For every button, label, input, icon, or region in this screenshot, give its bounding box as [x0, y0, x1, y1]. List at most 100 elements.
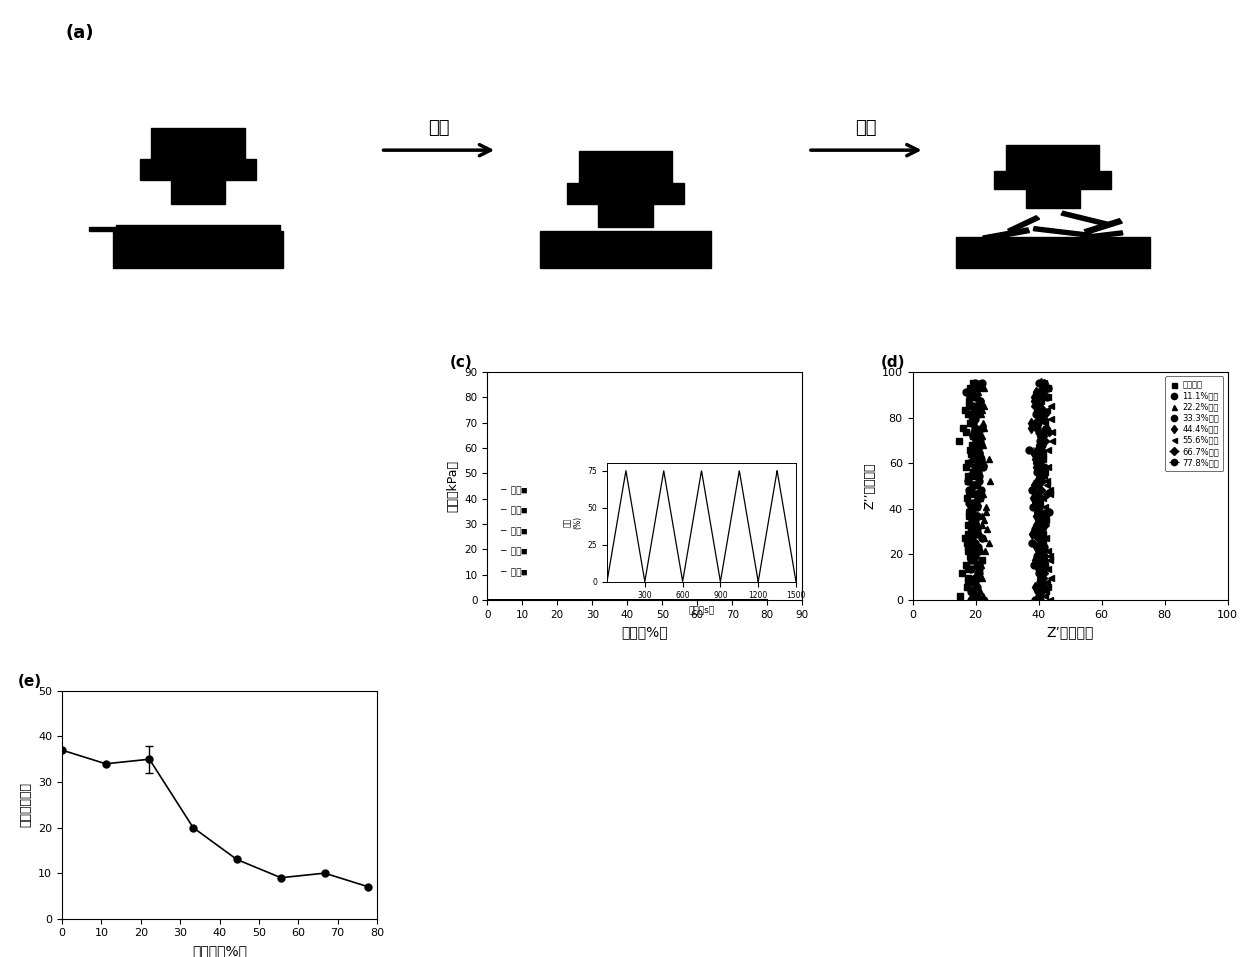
初始状态 [966, 515, 981, 526]
初始状态 [961, 519, 976, 530]
66.7%应变 [1035, 387, 1050, 398]
77.8%应变 [1030, 479, 1045, 491]
11.1%应变 [972, 475, 987, 486]
Text: (c): (c) [449, 355, 472, 369]
33.3%应变 [959, 387, 973, 398]
33.3%应变 [966, 537, 981, 548]
初始状态 [963, 484, 978, 496]
44.4%应变 [1029, 404, 1044, 415]
初始状态 [962, 444, 977, 456]
初始状态 [963, 449, 978, 460]
初始状态 [966, 431, 981, 442]
22.2%应变 [978, 594, 993, 606]
22.2%应变 [967, 542, 982, 553]
22.2%应变 [980, 523, 994, 535]
初始状态 [962, 400, 977, 412]
66.7%应变 [1033, 506, 1048, 518]
55.6%应变 [1043, 488, 1058, 500]
77.8%应变 [1033, 576, 1048, 588]
11.1%应变 [973, 439, 988, 451]
33.3%应变 [968, 519, 983, 530]
11.1%应变 [961, 484, 976, 496]
22.2%应变 [982, 475, 997, 486]
77.8%应变 [1035, 510, 1050, 522]
44.4%应变 [1029, 519, 1044, 530]
22.2%应变 [976, 488, 991, 500]
Bar [579, 151, 672, 183]
初始状态 [961, 564, 976, 575]
Bar [1025, 189, 1080, 208]
Text: (g): (g) [925, 702, 947, 716]
55.6%应变 [1039, 475, 1054, 486]
11.1%应变 [968, 453, 983, 464]
77.8%应变 [1032, 515, 1047, 526]
77.8%应变 [1033, 554, 1048, 566]
Y-axis label: 压力（kPa）: 压力（kPa） [446, 460, 459, 512]
Bar [113, 232, 284, 268]
77.8%应变 [1040, 382, 1055, 393]
22.2%应变 [970, 461, 985, 473]
55.6%应变 [1040, 545, 1055, 557]
11.1%应变 [971, 466, 986, 478]
66.7%应变 [1034, 475, 1049, 486]
22.2%应变 [978, 501, 993, 513]
77.8%应变 [1028, 528, 1043, 540]
66.7%应变 [1030, 532, 1045, 544]
Line: 初始状态: 初始状态 [956, 381, 985, 603]
66.7%应变 [1033, 453, 1048, 464]
初始状态 [962, 550, 977, 562]
22.2%应变 [977, 532, 992, 544]
22.2%应变 [977, 382, 992, 393]
66.7%应变 [1037, 519, 1052, 530]
55.6%应变 [1039, 576, 1054, 588]
33.3%应变 [963, 554, 978, 566]
66.7%应变 [1034, 523, 1049, 535]
44.4%应变 [1032, 497, 1047, 508]
66.7%应变 [1030, 444, 1045, 456]
44.4%应变 [1034, 537, 1049, 548]
初始状态 [963, 417, 978, 429]
初始状态 [960, 581, 975, 592]
33.3%应变 [967, 466, 982, 478]
Bar [89, 228, 117, 232]
11.1%应变 [967, 515, 982, 526]
55.6%应变 [1044, 413, 1059, 425]
33.3%应变 [967, 572, 982, 584]
Text: ─ 第四■: ─ 第四■ [500, 547, 527, 557]
44.4%应变 [1032, 439, 1047, 451]
22.2%应变 [970, 426, 985, 437]
55.6%应变 [1039, 479, 1054, 491]
66.7%应变 [1034, 550, 1049, 562]
Line: 66.7%应变: 66.7%应变 [1032, 381, 1052, 603]
X-axis label: 应变（%）: 应变（%） [621, 625, 668, 639]
22.2%应变 [973, 435, 988, 447]
11.1%应变 [965, 545, 980, 557]
44.4%应变 [1034, 378, 1049, 389]
44.4%应变 [1032, 501, 1047, 513]
77.8%应变 [1029, 466, 1044, 478]
33.3%应变 [968, 413, 983, 425]
11.1%应变 [965, 550, 980, 562]
33.3%应变 [971, 545, 986, 557]
66.7%应变 [1038, 409, 1053, 420]
初始状态 [957, 532, 972, 544]
11.1%应变 [963, 501, 978, 513]
Text: 释放: 释放 [856, 119, 877, 137]
55.6%应变 [1035, 537, 1050, 548]
55.6%应变 [1037, 471, 1052, 482]
77.8%应变 [1029, 387, 1044, 398]
11.1%应变 [972, 471, 987, 482]
77.8%应变 [1033, 435, 1048, 447]
44.4%应变 [1027, 391, 1042, 403]
44.4%应变 [1034, 576, 1049, 588]
Bar [567, 183, 683, 204]
77.8%应变 [1033, 493, 1048, 504]
33.3%应变 [972, 559, 987, 570]
44.4%应变 [1027, 395, 1042, 407]
55.6%应变 [1033, 568, 1048, 579]
22.2%应变 [978, 506, 993, 518]
55.6%应变 [1037, 449, 1052, 460]
66.7%应变 [1030, 501, 1045, 513]
66.7%应变 [1032, 590, 1047, 601]
11.1%应变 [966, 479, 981, 491]
